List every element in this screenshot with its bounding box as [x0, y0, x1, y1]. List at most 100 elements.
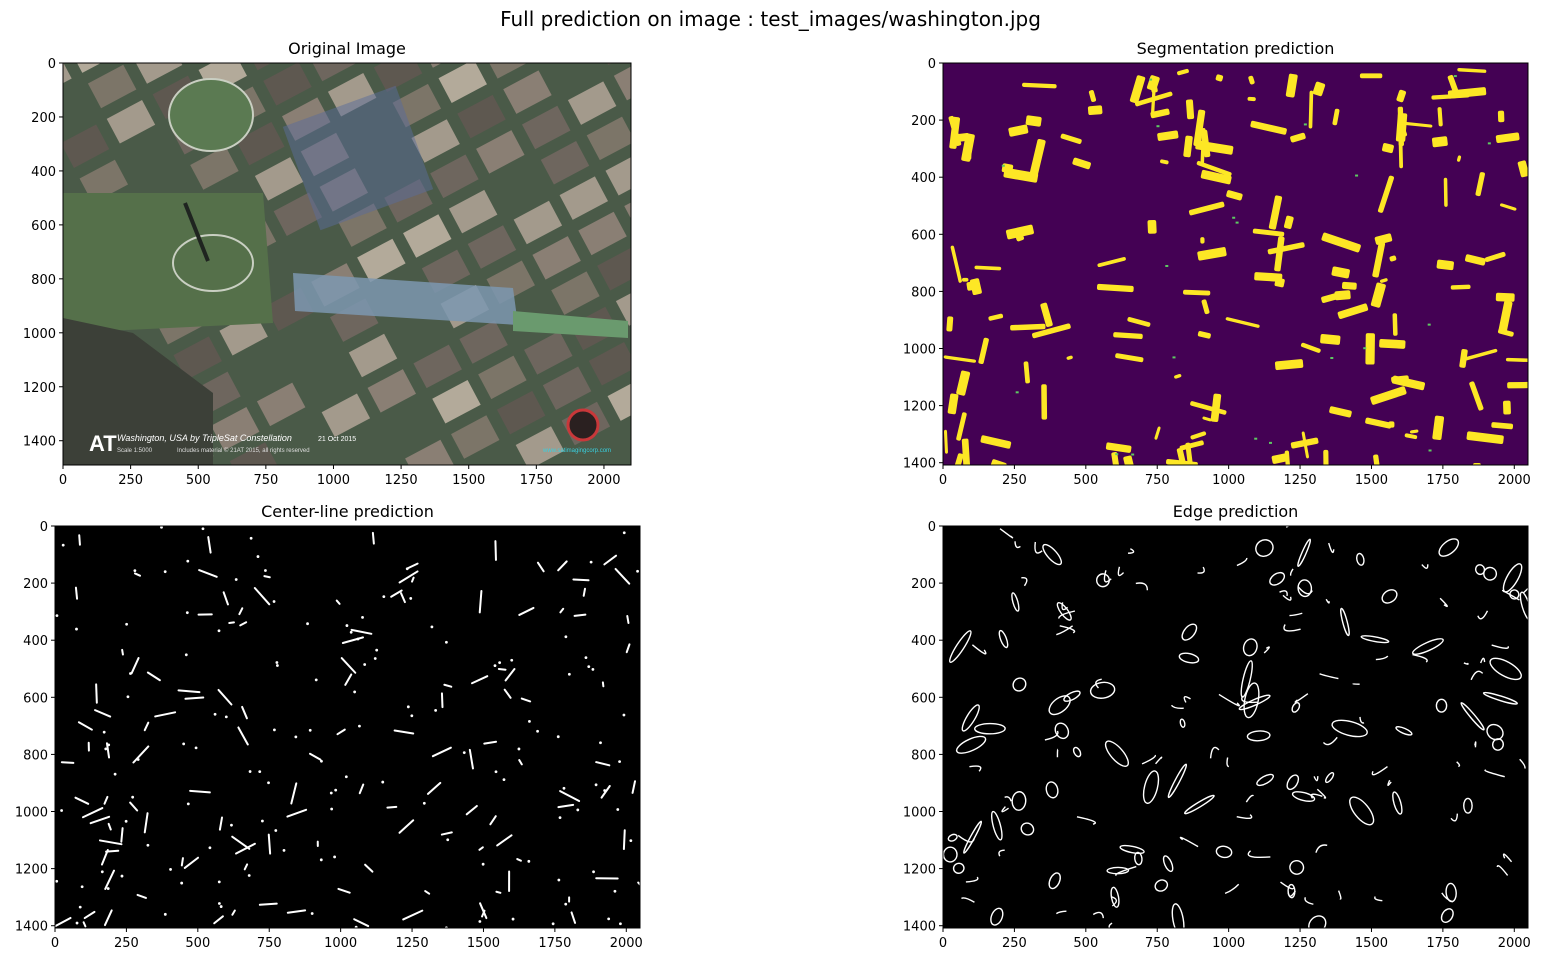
edge-curve	[1170, 704, 1184, 709]
road-segment	[1023, 361, 1030, 384]
edge-contour	[1178, 652, 1200, 664]
centerline-dot	[330, 807, 334, 811]
centerline-dot	[494, 770, 498, 774]
boundary-pixel	[1330, 357, 1334, 360]
centerline-segment	[267, 833, 272, 855]
figure-suptitle: Full prediction on image : test_images/w…	[500, 7, 1041, 31]
building	[236, 121, 285, 166]
edge-curve	[1059, 625, 1076, 634]
centerline-dot	[160, 526, 163, 529]
x-tick-label: 2000	[587, 473, 620, 488]
y-tick-label: 600	[911, 691, 936, 706]
centerline-dot	[180, 881, 184, 885]
building	[605, 151, 631, 196]
edge-curve	[1135, 582, 1149, 591]
centerline-segment	[494, 540, 497, 561]
centerline-segment	[103, 909, 113, 927]
x-tick-label: 0	[51, 936, 59, 951]
centerline-segment	[105, 742, 111, 759]
centerline-dot	[353, 690, 357, 694]
centerline-segment	[479, 902, 488, 920]
centerline-dot	[163, 912, 167, 916]
centerline-segment	[478, 589, 483, 614]
building	[567, 81, 617, 125]
edge-curve	[1218, 693, 1241, 707]
road-segment	[1157, 130, 1179, 141]
building	[466, 0, 514, 43]
boundary-pixel	[1131, 453, 1135, 456]
centerline-dot	[217, 902, 221, 905]
road-segment	[1329, 406, 1352, 418]
building	[96, 0, 144, 13]
road-segment	[1267, 242, 1305, 255]
building	[542, 366, 592, 410]
centerline-segment	[129, 801, 139, 812]
edge-contour	[963, 820, 983, 854]
road-segment	[1432, 415, 1445, 441]
building	[411, 119, 460, 163]
road-segment	[1469, 381, 1484, 411]
road-segment	[1397, 106, 1404, 147]
building	[327, 73, 377, 117]
centerline-segment	[198, 569, 218, 578]
building	[336, 0, 384, 21]
edge-curve	[1283, 624, 1301, 632]
edge-contour	[1063, 690, 1081, 702]
edge-contour	[1381, 589, 1398, 604]
centerline-dot	[334, 788, 338, 792]
road-segment	[1008, 124, 1029, 137]
edge-contour	[952, 862, 965, 874]
road-segment	[1447, 87, 1487, 99]
centerline-segment	[426, 781, 442, 795]
boundary-pixel	[1453, 75, 1457, 78]
centerline-dot	[230, 823, 233, 827]
centerline-segment	[98, 839, 123, 846]
building	[161, 0, 209, 24]
edge-contour	[1119, 844, 1145, 855]
road-segment	[1225, 317, 1260, 328]
centerline-dot	[261, 819, 264, 823]
centerline-segment	[614, 567, 631, 585]
road-segment	[1321, 232, 1361, 253]
centerline-segment	[184, 696, 205, 700]
centerline-dot	[333, 855, 337, 859]
centerline-dot	[358, 724, 361, 728]
y-tick-label: 800	[911, 285, 936, 300]
road-segment	[1226, 190, 1243, 201]
edge-contour	[1340, 607, 1350, 637]
road-segment	[1150, 81, 1157, 118]
centerline-dot	[258, 770, 262, 774]
centerline-segment	[557, 803, 575, 809]
centerline-dot	[589, 560, 593, 564]
edge-contour	[1297, 538, 1311, 568]
road-segment	[1404, 433, 1418, 440]
building	[0, 624, 22, 668]
edge-curve	[1294, 693, 1309, 703]
centerline-dot	[133, 569, 137, 573]
building	[338, 203, 387, 247]
y-tick-label: 1200	[903, 863, 936, 878]
road-segment	[1003, 167, 1039, 183]
building	[467, 225, 517, 269]
boundary-pixel	[1115, 453, 1119, 456]
road-segment	[1271, 453, 1289, 464]
road-segment	[1087, 105, 1103, 116]
edge-contour	[1179, 718, 1186, 728]
centerline-dot	[375, 648, 379, 652]
road-segment	[1365, 417, 1392, 429]
edge-contour	[1486, 723, 1504, 741]
y-tick-label: 0	[48, 57, 56, 72]
x-tick-label: 1250	[396, 936, 429, 951]
centerline-segment	[637, 881, 640, 886]
x-tick-label: 1250	[385, 473, 418, 488]
centerline-segment	[228, 621, 235, 625]
centerline-segment	[217, 688, 233, 706]
building	[309, 63, 358, 82]
x-tick-label: 0	[59, 473, 67, 488]
panel-photo: AT Washington, USA by TripleSat Constella…	[0, 0, 632, 668]
centerline-segment	[237, 726, 249, 746]
y-tick-label: 800	[31, 273, 56, 288]
centerline-dot	[282, 848, 286, 852]
building	[0, 43, 7, 87]
centerline-dot	[319, 858, 323, 862]
